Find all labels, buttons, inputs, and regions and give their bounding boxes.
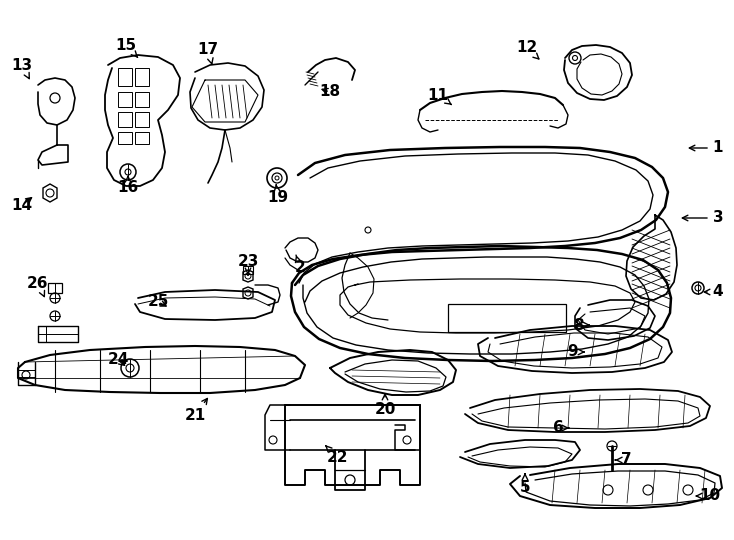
Text: 2: 2 xyxy=(294,255,305,275)
Bar xyxy=(118,112,132,127)
Bar xyxy=(135,92,149,107)
Text: 22: 22 xyxy=(326,446,349,465)
Text: 4: 4 xyxy=(705,285,723,300)
Bar xyxy=(118,132,132,144)
Bar xyxy=(243,266,253,274)
Text: 19: 19 xyxy=(267,185,288,206)
Bar xyxy=(448,304,566,332)
Text: 3: 3 xyxy=(683,211,723,226)
Text: 16: 16 xyxy=(117,177,139,195)
Bar xyxy=(118,92,132,107)
Text: 10: 10 xyxy=(697,489,721,503)
Text: 9: 9 xyxy=(567,345,584,360)
Bar xyxy=(48,283,62,293)
Text: 13: 13 xyxy=(12,57,32,79)
Bar xyxy=(118,68,132,86)
Text: 12: 12 xyxy=(517,40,539,59)
Text: 14: 14 xyxy=(12,198,32,213)
Bar xyxy=(135,112,149,127)
Text: 26: 26 xyxy=(27,275,48,296)
Text: 8: 8 xyxy=(573,318,589,333)
Text: 23: 23 xyxy=(237,254,258,275)
Text: 11: 11 xyxy=(427,87,451,105)
Bar xyxy=(135,132,149,144)
Text: 25: 25 xyxy=(148,294,169,309)
Text: 6: 6 xyxy=(553,421,569,435)
Bar xyxy=(135,68,149,86)
Text: 15: 15 xyxy=(115,37,137,57)
Text: 18: 18 xyxy=(319,84,341,99)
Text: 20: 20 xyxy=(374,394,396,417)
Text: 1: 1 xyxy=(689,140,723,156)
Text: 7: 7 xyxy=(615,453,631,468)
Text: 24: 24 xyxy=(107,353,128,368)
Text: 5: 5 xyxy=(520,474,530,495)
Text: 21: 21 xyxy=(184,399,208,422)
Text: 17: 17 xyxy=(197,43,219,64)
